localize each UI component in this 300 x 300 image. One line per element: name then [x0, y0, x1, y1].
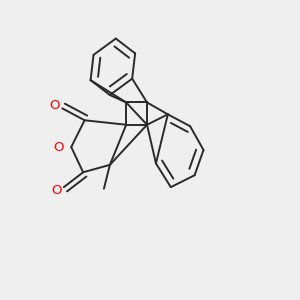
Text: O: O	[50, 99, 60, 112]
Text: O: O	[53, 140, 64, 154]
Text: O: O	[51, 184, 62, 196]
